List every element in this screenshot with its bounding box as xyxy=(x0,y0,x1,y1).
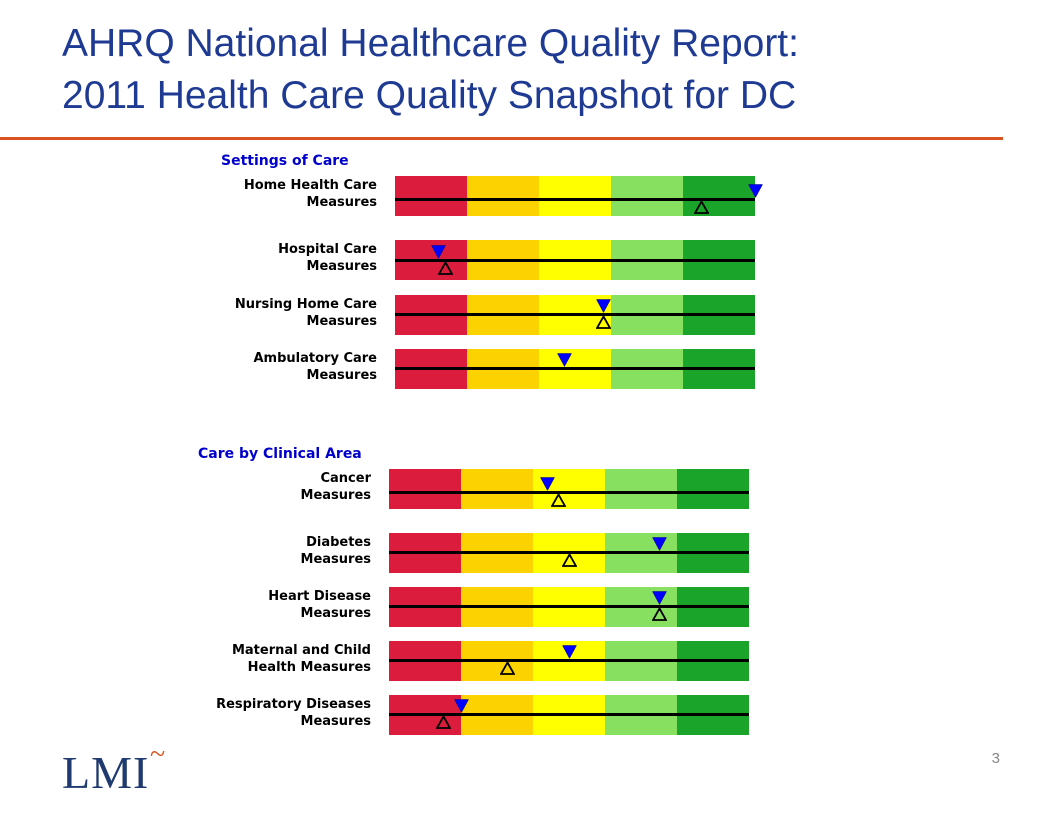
section-title: Settings of Care xyxy=(221,153,349,169)
performance-marker-down xyxy=(556,353,572,367)
lmi-logo: LMI ~ xyxy=(62,740,172,798)
gauge-row-label-line2: Measures xyxy=(300,714,371,729)
gauge-row-label-line1: Home Health Care xyxy=(243,178,377,193)
gauge-band-2 xyxy=(461,469,533,509)
gauge-bar xyxy=(389,641,749,681)
logo-accent: ~ xyxy=(150,739,166,770)
page-number: 3 xyxy=(991,750,1000,767)
performance-marker-down xyxy=(747,184,763,198)
gauge-row-label-line2: Health Measures xyxy=(247,660,371,675)
slide-title-line2: 2011 Health Care Quality Snapshot for DC xyxy=(62,74,797,117)
gauge-band-4 xyxy=(605,469,677,509)
gauge-bar xyxy=(389,533,749,573)
performance-marker-up xyxy=(435,715,451,729)
gauge-band-2 xyxy=(467,176,539,216)
gauge-baseline xyxy=(395,259,755,262)
gauge-row-label: Respiratory Diseases Measures xyxy=(216,696,371,730)
gauge-bar xyxy=(395,176,763,216)
gauge-baseline xyxy=(389,713,749,716)
gauge-baseline xyxy=(395,198,755,201)
performance-marker-down xyxy=(651,537,667,551)
gauge-row-label: Home Health Care Measures xyxy=(244,177,377,211)
performance-marker-down xyxy=(561,645,577,659)
gauge-row-label-line2: Measures xyxy=(306,368,377,383)
gauge-row-label-line1: Diabetes xyxy=(306,535,371,550)
performance-marker-up xyxy=(550,493,566,507)
gauge-row-label-line2: Measures xyxy=(300,488,371,503)
performance-marker-down xyxy=(453,699,469,713)
gauge-row-label-line2: Measures xyxy=(306,314,377,329)
gauge-row-label-line1: Maternal and Child xyxy=(231,643,371,658)
gauge-baseline xyxy=(395,367,755,370)
gauge-row-label-line1: Nursing Home Care xyxy=(234,297,377,312)
title-divider xyxy=(0,137,1003,140)
performance-marker-up xyxy=(693,200,709,214)
gauge-band-5 xyxy=(677,469,749,509)
gauge-row-label: Heart Disease Measures xyxy=(268,588,371,622)
gauge-row-label-line2: Measures xyxy=(306,259,377,274)
performance-marker-down xyxy=(651,591,667,605)
gauge-row-label-line1: Ambulatory Care xyxy=(253,351,378,366)
gauge-band-1 xyxy=(389,469,461,509)
slide-title: AHRQ National Healthcare Quality Report:… xyxy=(62,18,1002,122)
gauge-row-label: Cancer Measures xyxy=(301,470,371,504)
gauge-bar xyxy=(389,695,749,735)
gauge-bar xyxy=(395,240,755,280)
gauge-bar xyxy=(389,587,749,627)
gauge-baseline xyxy=(395,313,755,316)
gauge-band-3 xyxy=(539,176,611,216)
performance-marker-up xyxy=(651,607,667,621)
performance-marker-up xyxy=(437,261,453,275)
gauge-baseline xyxy=(389,491,749,494)
gauge-row-label-line2: Measures xyxy=(306,195,377,210)
gauge-row-label-line1: Respiratory Diseases xyxy=(216,697,371,712)
gauge-band-5 xyxy=(683,176,755,216)
slide-title-line1: AHRQ National Healthcare Quality Report: xyxy=(62,22,799,65)
gauge-row-label-line1: Heart Disease xyxy=(268,589,371,604)
performance-marker-down xyxy=(539,477,555,491)
gauge-row-label-line1: Cancer xyxy=(320,471,371,486)
gauge-band-1 xyxy=(395,176,467,216)
gauge-baseline xyxy=(389,659,749,662)
section-title: Care by Clinical Area xyxy=(198,446,362,462)
gauge-row-label: Hospital Care Measures xyxy=(278,241,377,275)
gauge-band-3 xyxy=(533,469,605,509)
performance-marker-up xyxy=(500,661,516,675)
gauge-row-label: Ambulatory Care Measures xyxy=(254,350,378,384)
gauge-baseline xyxy=(389,605,749,608)
gauge-bar xyxy=(395,349,755,389)
gauge-row-label: Nursing Home Care Measures xyxy=(235,296,377,330)
gauge-bar xyxy=(395,295,755,335)
performance-marker-up xyxy=(561,553,577,567)
gauge-row-label-line2: Measures xyxy=(300,552,371,567)
gauge-row-label: Maternal and Child Health Measures xyxy=(232,642,371,676)
gauge-row-label-line1: Hospital Care xyxy=(278,242,377,257)
gauge-bar xyxy=(389,469,749,509)
gauge-row-label-line2: Measures xyxy=(300,606,371,621)
gauge-row-label: Diabetes Measures xyxy=(301,534,371,568)
performance-marker-down xyxy=(430,245,446,259)
logo-text: LMI xyxy=(62,747,150,798)
gauge-baseline xyxy=(389,551,749,554)
performance-marker-up xyxy=(596,315,612,329)
performance-marker-down xyxy=(596,299,612,313)
gauge-band-4 xyxy=(611,176,683,216)
